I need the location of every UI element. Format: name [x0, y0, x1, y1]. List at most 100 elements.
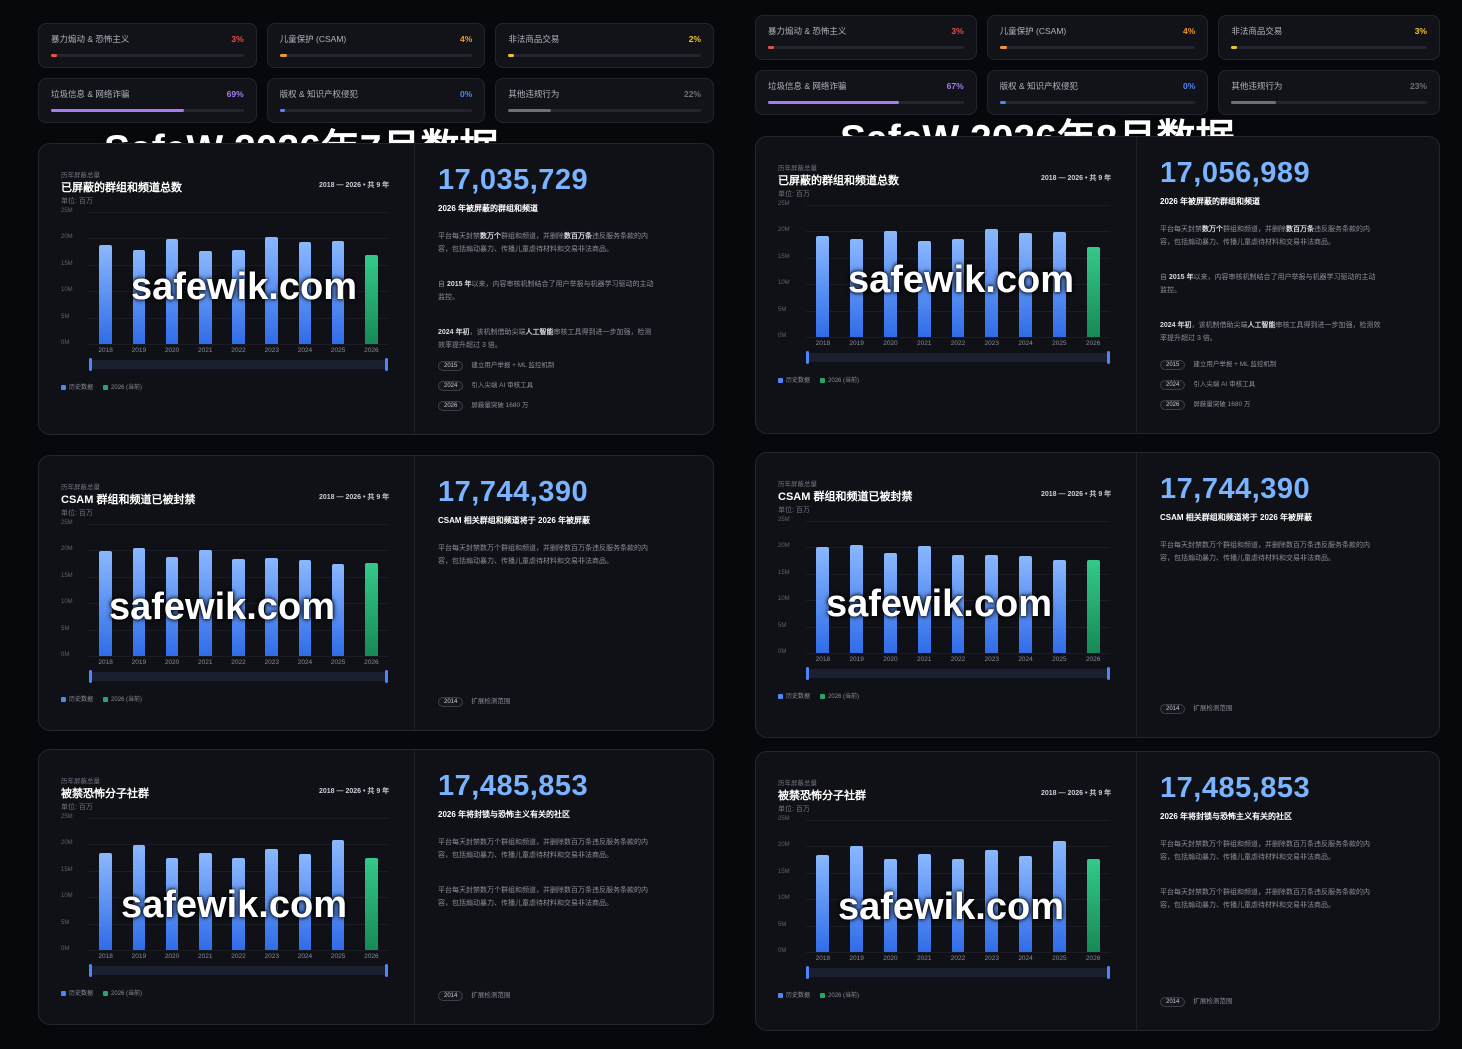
bar-historical[interactable] [298, 559, 312, 656]
legend-item[interactable]: 历史数据 [778, 693, 811, 700]
legend-item[interactable]: 2026 (当前) [820, 377, 859, 384]
bar-historical[interactable] [331, 839, 345, 950]
bar-historical[interactable] [985, 850, 999, 952]
slider-handle-left[interactable] [806, 667, 809, 680]
range-slider[interactable] [89, 670, 388, 683]
range-slider[interactable] [89, 358, 388, 371]
bar-historical[interactable] [99, 550, 112, 656]
bar-historical[interactable] [232, 250, 245, 344]
bar-historical[interactable] [1052, 560, 1066, 653]
bar-historical[interactable] [232, 857, 245, 950]
bar-historical[interactable] [985, 228, 999, 337]
bar-historical[interactable] [198, 852, 212, 950]
bar-historical[interactable] [951, 238, 965, 337]
range-slider[interactable] [806, 667, 1110, 680]
bar-historical[interactable] [331, 563, 345, 656]
bar-current-year[interactable] [365, 562, 378, 656]
bar-historical[interactable] [850, 846, 864, 952]
y-tick-label: 0M [61, 946, 70, 952]
slider-handle-left[interactable] [806, 966, 809, 979]
bar-historical[interactable] [165, 239, 179, 344]
stat-tile[interactable]: 垃圾信息 & 网络诈骗 67% [755, 70, 977, 115]
slider-handle-right[interactable] [385, 964, 388, 977]
bar-historical[interactable] [985, 554, 999, 653]
bar-historical[interactable] [132, 547, 146, 656]
bar-historical[interactable] [850, 544, 864, 653]
bar-current-year[interactable] [365, 255, 378, 344]
stat-tile[interactable]: 垃圾信息 & 网络诈骗 69% [38, 78, 257, 123]
bar-current-year[interactable] [1086, 859, 1100, 952]
legend-item[interactable]: 历史数据 [778, 992, 810, 999]
bar-historical[interactable] [99, 852, 112, 950]
stat-tile[interactable]: 暴力煽动 & 恐怖主义 3% [38, 23, 257, 68]
stat-tile[interactable]: 版权 & 知识产权侵犯 0% [266, 78, 486, 123]
range-slider[interactable] [89, 964, 388, 977]
legend-item[interactable]: 历史数据 [778, 377, 810, 384]
bar-historical[interactable] [1052, 231, 1066, 337]
stat-progress-track [999, 101, 1196, 104]
bar-historical[interactable] [198, 251, 212, 344]
bar-historical[interactable] [884, 553, 897, 653]
bar-current-year[interactable] [1086, 246, 1100, 337]
timeline-year-badge: 2015 [438, 361, 464, 371]
bar-historical[interactable] [816, 854, 830, 952]
bar-current-year[interactable] [1086, 559, 1100, 653]
bar-historical[interactable] [265, 558, 279, 656]
bar-historical[interactable] [265, 848, 279, 950]
legend-item[interactable]: 历史数据 [61, 990, 93, 997]
bar-historical[interactable] [951, 555, 965, 653]
legend-label: 历史数据 [786, 694, 811, 700]
stat-tile[interactable]: 版权 & 知识产权侵犯 0% [986, 70, 1209, 115]
bar-historical[interactable] [917, 240, 931, 337]
stat-tile[interactable]: 暴力煽动 & 恐怖主义 3% [755, 15, 977, 60]
stat-tile[interactable]: 儿童保护 (CSAM) 4% [266, 23, 486, 68]
bar-historical[interactable] [884, 230, 897, 337]
stat-tile[interactable]: 其他违规行为 22% [495, 78, 714, 123]
bar-historical[interactable] [1019, 855, 1032, 952]
legend-item[interactable]: 2026 (当前) [820, 693, 859, 700]
slider-handle-right[interactable] [385, 670, 388, 683]
bar-historical[interactable] [198, 549, 212, 656]
legend-item[interactable]: 历史数据 [61, 384, 93, 391]
slider-handle-left[interactable] [89, 964, 92, 977]
legend-item[interactable]: 2026 (当前) [103, 990, 142, 997]
range-slider[interactable] [806, 351, 1110, 364]
bar-historical[interactable] [951, 859, 965, 952]
slider-handle-right[interactable] [1107, 351, 1110, 364]
bar-historical[interactable] [816, 547, 830, 653]
bar-historical[interactable] [265, 237, 279, 344]
legend-item[interactable]: 历史数据 [61, 696, 93, 703]
slider-handle-right[interactable] [385, 358, 388, 371]
stat-tile[interactable]: 非法商品交易 3% [1218, 15, 1440, 60]
slider-handle-right[interactable] [1107, 667, 1110, 680]
bar-historical[interactable] [1019, 232, 1032, 337]
stat-tile[interactable]: 其他违规行为 23% [1218, 70, 1440, 115]
bar-historical[interactable] [917, 853, 931, 952]
bar-historical[interactable] [132, 250, 146, 344]
slider-handle-left[interactable] [89, 670, 92, 683]
stat-tile[interactable]: 儿童保护 (CSAM) 4% [986, 15, 1209, 60]
bar-historical[interactable] [298, 854, 312, 950]
bar-historical[interactable] [99, 245, 112, 344]
legend-item[interactable]: 2026 (当前) [820, 992, 859, 999]
bar-historical[interactable] [816, 235, 830, 337]
bar-historical[interactable] [850, 239, 864, 337]
bar-current-year[interactable] [365, 857, 378, 950]
stat-tile[interactable]: 非法商品交易 2% [495, 23, 714, 68]
legend-item[interactable]: 2026 (当前) [103, 696, 142, 703]
slider-handle-left[interactable] [89, 358, 92, 371]
slider-handle-right[interactable] [1107, 966, 1110, 979]
bar-historical[interactable] [884, 859, 897, 952]
bar-historical[interactable] [298, 241, 312, 344]
bar-historical[interactable] [165, 557, 179, 656]
slider-handle-left[interactable] [806, 351, 809, 364]
bar-historical[interactable] [331, 241, 345, 344]
range-slider[interactable] [806, 966, 1110, 979]
bar-historical[interactable] [1019, 556, 1032, 653]
bar-historical[interactable] [1052, 841, 1066, 952]
bar-historical[interactable] [232, 558, 245, 656]
bar-historical[interactable] [165, 858, 179, 950]
legend-item[interactable]: 2026 (当前) [103, 384, 142, 391]
bar-historical[interactable] [917, 546, 931, 653]
bar-historical[interactable] [132, 844, 146, 950]
